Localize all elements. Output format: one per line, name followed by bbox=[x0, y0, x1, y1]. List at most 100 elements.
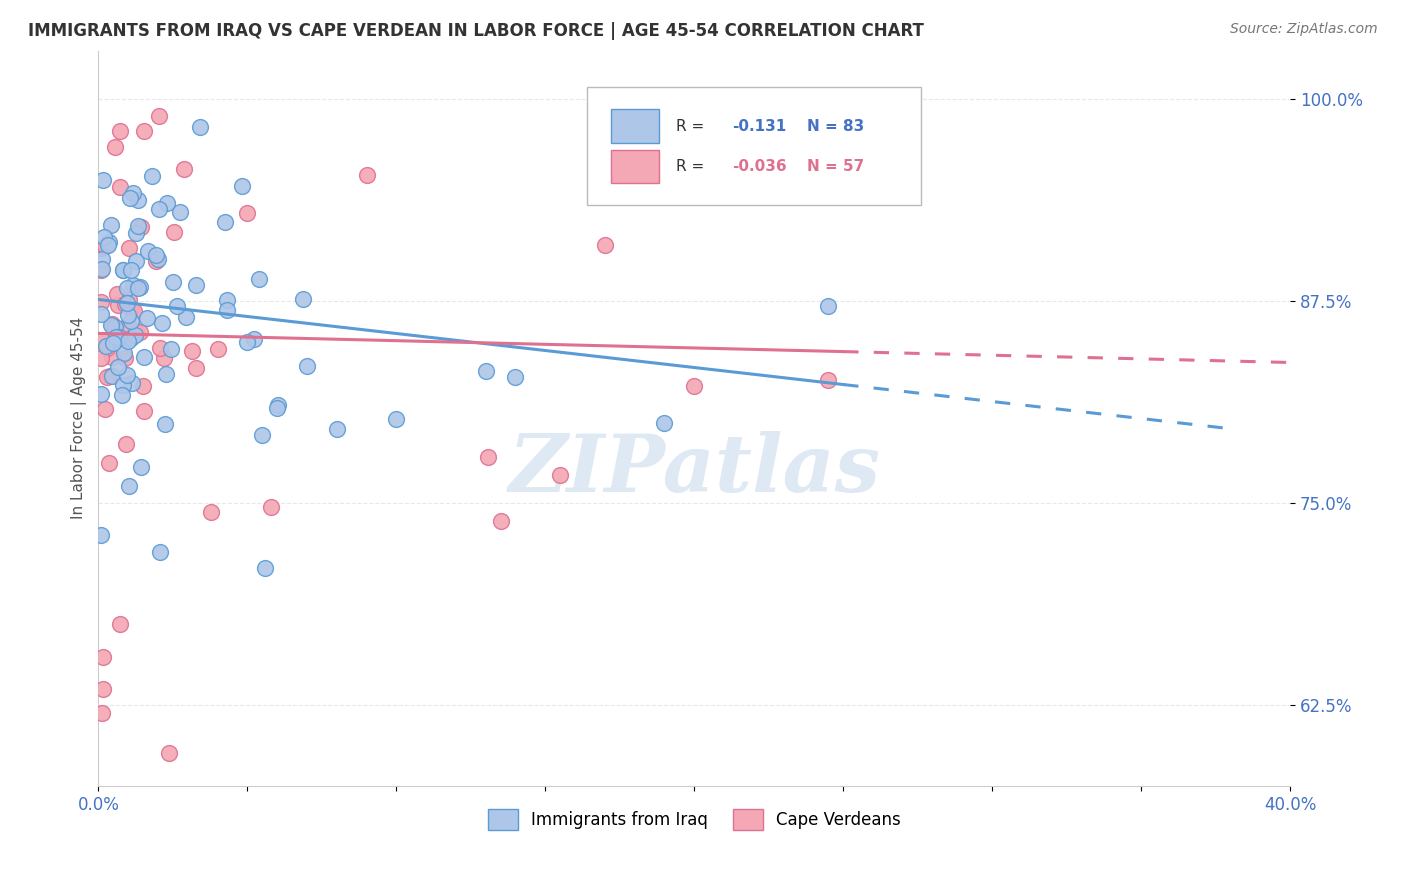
Point bbox=[125, 280, 148, 294]
Point bbox=[121, 186, 143, 200]
Text: IMMIGRANTS FROM IRAQ VS CAPE VERDEAN IN LABOR FORCE | AGE 45-54 CORRELATION CHAR: IMMIGRANTS FROM IRAQ VS CAPE VERDEAN IN … bbox=[28, 22, 924, 40]
Point bbox=[153, 417, 176, 432]
Point bbox=[128, 325, 150, 339]
Point bbox=[356, 168, 378, 182]
Point bbox=[122, 304, 145, 318]
Point bbox=[91, 649, 114, 664]
Point bbox=[108, 124, 131, 138]
Point bbox=[117, 334, 139, 349]
Point bbox=[243, 332, 266, 346]
Point bbox=[474, 363, 496, 377]
Point bbox=[90, 242, 112, 256]
Point bbox=[132, 379, 155, 393]
Point bbox=[97, 238, 120, 252]
Point bbox=[90, 294, 112, 309]
Point bbox=[93, 230, 115, 244]
Point bbox=[184, 277, 207, 292]
Point bbox=[127, 193, 149, 207]
Point bbox=[111, 262, 134, 277]
Point bbox=[105, 287, 128, 301]
Point bbox=[111, 388, 134, 402]
Point bbox=[90, 706, 112, 720]
Bar bbox=[610, 110, 658, 143]
Point bbox=[101, 369, 124, 384]
Point bbox=[124, 254, 146, 268]
Point bbox=[90, 263, 112, 277]
Point bbox=[91, 262, 114, 277]
Point bbox=[107, 359, 129, 374]
Point bbox=[118, 241, 141, 255]
Point bbox=[108, 180, 131, 194]
Point bbox=[100, 317, 122, 331]
Point bbox=[146, 252, 169, 266]
Point bbox=[163, 225, 186, 239]
Point bbox=[236, 206, 259, 220]
Point bbox=[817, 299, 839, 313]
Point bbox=[115, 295, 138, 310]
Point bbox=[186, 361, 208, 376]
Point bbox=[100, 219, 122, 233]
Point bbox=[127, 281, 149, 295]
Point bbox=[124, 328, 146, 343]
Text: N = 83: N = 83 bbox=[807, 119, 865, 134]
Point bbox=[115, 368, 138, 382]
Point bbox=[295, 359, 318, 374]
Point bbox=[107, 330, 129, 344]
Point bbox=[180, 343, 202, 358]
Point bbox=[477, 450, 499, 464]
Point bbox=[91, 681, 114, 696]
Point bbox=[104, 140, 127, 154]
Bar bbox=[610, 150, 658, 183]
Point bbox=[152, 351, 174, 366]
Point bbox=[145, 248, 167, 262]
Point bbox=[90, 387, 112, 401]
Point bbox=[292, 292, 315, 306]
Point bbox=[112, 262, 135, 277]
Point bbox=[325, 422, 347, 436]
Point bbox=[214, 215, 236, 229]
Point bbox=[162, 275, 184, 289]
Point bbox=[91, 173, 114, 187]
Point bbox=[169, 205, 191, 219]
Point bbox=[215, 302, 238, 317]
FancyBboxPatch shape bbox=[586, 87, 921, 205]
Point bbox=[593, 238, 616, 252]
Point bbox=[107, 298, 129, 312]
Point bbox=[118, 293, 141, 308]
Text: -0.131: -0.131 bbox=[733, 119, 786, 134]
Point bbox=[145, 253, 167, 268]
Text: N = 57: N = 57 bbox=[807, 160, 865, 174]
Point bbox=[94, 339, 117, 353]
Point bbox=[385, 412, 408, 426]
Point bbox=[112, 377, 135, 392]
Point bbox=[266, 401, 288, 415]
Point bbox=[114, 351, 136, 365]
Point bbox=[247, 272, 270, 286]
Point bbox=[91, 252, 114, 266]
Point bbox=[217, 293, 239, 308]
Text: R =: R = bbox=[676, 119, 710, 134]
Point bbox=[115, 436, 138, 450]
Point bbox=[124, 226, 146, 240]
Point bbox=[817, 373, 839, 387]
Point bbox=[104, 319, 127, 334]
Point bbox=[231, 178, 253, 193]
Point bbox=[90, 351, 112, 365]
Point bbox=[118, 479, 141, 493]
Point bbox=[254, 560, 277, 574]
Point bbox=[94, 239, 117, 253]
Point bbox=[120, 314, 142, 328]
Point bbox=[94, 402, 117, 417]
Point bbox=[101, 335, 124, 350]
Point bbox=[98, 369, 121, 384]
Point bbox=[128, 280, 150, 294]
Point bbox=[267, 398, 290, 412]
Point bbox=[114, 297, 136, 311]
Point bbox=[148, 202, 170, 216]
Point bbox=[141, 169, 163, 183]
Point bbox=[122, 277, 145, 292]
Point bbox=[120, 302, 142, 317]
Text: R =: R = bbox=[676, 160, 710, 174]
Point bbox=[117, 308, 139, 322]
Point bbox=[134, 404, 156, 418]
